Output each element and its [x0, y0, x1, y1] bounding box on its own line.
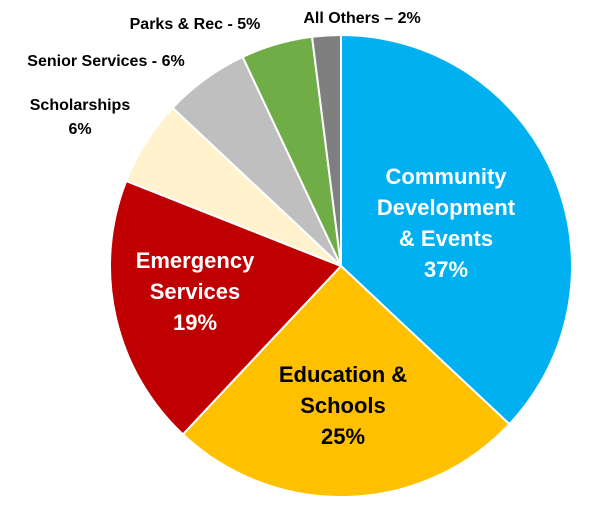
slice-label-line: & Events: [399, 226, 493, 251]
pie-slice-community-development-and-events: [340, 34, 573, 426]
slice-label-line: 19%: [173, 310, 217, 335]
slice-label-scholarships: Scholarships 6%: [30, 97, 131, 138]
pie-slice-education-and-schools: [181, 265, 511, 498]
slice-label-line: 6%: [68, 121, 91, 138]
slice-label-line: Senior Services - 6%: [27, 53, 184, 70]
slice-label-line: Services: [150, 279, 241, 304]
slice-label-line: Community: [386, 164, 508, 189]
slice-label-community-development-and-events: Community Development & Events 37%: [377, 164, 516, 282]
slice-label-line: 25%: [321, 424, 365, 449]
slice-label-line: Schools: [300, 393, 386, 418]
slice-label-line: Education &: [279, 362, 407, 387]
slice-label-parks-and-rec: Parks & Rec - 5%: [130, 16, 261, 33]
slice-label-line: Parks & Rec - 5%: [130, 16, 261, 33]
pie-slices: [108, 34, 573, 498]
slice-label-senior-services: Senior Services - 6%: [27, 53, 184, 70]
pie-slice-emergency-services: [108, 179, 342, 436]
slice-label-line: Scholarships: [30, 97, 131, 114]
slice-label-all-others: All Others – 2%: [303, 10, 420, 27]
slice-label-line: 37%: [424, 257, 468, 282]
pie-labels: Community Development & Events 37% Education…: [27, 10, 515, 449]
slice-label-emergency-services: Emergency Services 19%: [136, 248, 255, 335]
slice-label-line: Development: [377, 195, 516, 220]
pie-slice-all-others: [311, 34, 342, 267]
slice-label-line: Emergency: [136, 248, 255, 273]
slice-label-education-and-schools: Education & Schools 25%: [279, 362, 407, 449]
slice-label-line: All Others – 2%: [303, 10, 420, 27]
